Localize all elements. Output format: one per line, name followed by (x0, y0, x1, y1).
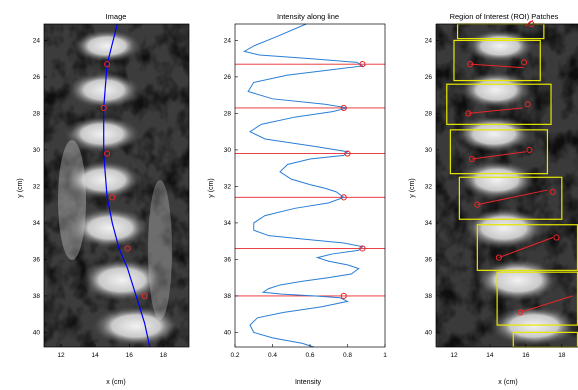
image-ytick-label: 30 (33, 147, 41, 154)
intensity-xtick-label: 0.8 (343, 352, 352, 359)
roi-marker (517, 309, 524, 316)
peak-marker (340, 194, 347, 201)
image-ytick-label: 40 (33, 330, 41, 337)
roi-ytick-label: 34 (425, 220, 433, 227)
intensity-axes: 24 26 28 30 32 34 36 38 40 0.2 0.4 0.6 0.8 1 (224, 38, 387, 359)
intensity-curve (243, 23, 364, 348)
roi-patch (449, 129, 549, 175)
image-ytick-label: 34 (33, 220, 41, 227)
vertebra-marker (124, 245, 131, 252)
intensity-title: Intensity along line (277, 12, 339, 21)
image-ylabel: y (cm) (17, 178, 24, 197)
roi-marker (520, 59, 528, 66)
roi-marker (474, 201, 481, 208)
image-ytick-label: 38 (33, 293, 41, 300)
roi-xlabel: x (cm) (498, 379, 517, 386)
roi-xtick-label: 12 (450, 352, 458, 359)
roi-ytick-label: 40 (425, 330, 433, 337)
roi-ytick-label: 38 (425, 293, 433, 300)
image-ytick-label: 26 (33, 74, 41, 81)
vertebra-marker (104, 150, 111, 157)
roi-spine-image (436, 24, 578, 347)
intensity-ytick-label: 34 (224, 220, 232, 227)
roi-marker (468, 155, 476, 163)
image-xtick-label: 14 (92, 352, 100, 359)
image-ytick-label: 28 (33, 111, 41, 118)
roi-ytick-label: 36 (425, 257, 433, 264)
vertebra-marker (141, 292, 148, 300)
roi-marker (465, 110, 472, 117)
roi-marker (495, 254, 503, 261)
intensity-ytick-label: 38 (224, 293, 232, 300)
image-xtick-label: 12 (57, 352, 65, 359)
image-xlabel: x (cm) (106, 379, 125, 386)
intensity-xtick-label: 0.4 (268, 352, 277, 359)
image-ytick-label: 36 (33, 257, 41, 264)
orientation-segment (520, 295, 573, 313)
roi-patch (458, 176, 563, 220)
intensity-plot-bg (235, 24, 385, 347)
roi-marker (553, 234, 560, 241)
image-ytick-label: 24 (33, 38, 41, 45)
roi-ytick-label: 32 (425, 184, 433, 191)
peak-marker (340, 104, 347, 112)
vertebra-marker (100, 104, 107, 112)
roi-marker (549, 188, 556, 195)
intensity-xlabel: Intensity (295, 379, 322, 386)
image-axes: 24 26 28 30 32 34 36 38 40 12 14 16 18 (33, 38, 168, 359)
image-xtick-label: 18 (160, 352, 168, 359)
spine-image (44, 24, 189, 347)
roi-ytick-label: 24 (425, 38, 433, 45)
roi-patch (453, 39, 541, 82)
image-xtick-label: 16 (126, 352, 134, 359)
roi-ytick-label: 28 (425, 111, 433, 118)
intensity-ytick-label: 24 (224, 38, 232, 45)
roi-xtick-label: 18 (558, 352, 566, 359)
intensity-ytick-label: 32 (224, 184, 232, 191)
peak-marker (359, 245, 366, 252)
intensity-ytick-label: 30 (224, 147, 232, 154)
intensity-ytick-label: 26 (224, 74, 232, 81)
intensity-ylabel: y (cm) (208, 178, 215, 197)
intensity-plot-area (235, 23, 385, 348)
roi-marker (524, 101, 531, 108)
image-ytick-label: 32 (33, 184, 41, 191)
roi-ytick-label: 26 (425, 74, 433, 81)
orientation-segment (477, 189, 548, 206)
roi-xtick-label: 16 (522, 352, 530, 359)
intensity-ytick-label: 28 (224, 111, 232, 118)
spine-centerline (103, 23, 151, 348)
roi-xtick-label: 14 (486, 352, 494, 359)
roi-marker (526, 146, 533, 154)
roi-ytick-label: 30 (425, 147, 433, 154)
roi-patch (446, 83, 552, 125)
roi-title: Region of Interest (ROI) Patches (450, 12, 559, 21)
intensity-xtick-label: 0.6 (305, 352, 314, 359)
roi-axes: 24 26 28 30 32 34 36 38 40 12 14 16 18 (425, 38, 566, 359)
roi-plot-area (446, 19, 578, 348)
intensity-ytick-label: 36 (224, 257, 232, 264)
intensity-xtick-label: 1 (383, 352, 387, 359)
vertebra-marker (104, 61, 111, 68)
orientation-segment (471, 151, 526, 160)
peak-marker (340, 292, 347, 300)
roi-ylabel: y (cm) (409, 178, 416, 197)
intensity-xtick-label: 0.2 (230, 352, 239, 359)
peak-marker (359, 61, 366, 68)
image-axes-frame (43, 23, 190, 348)
image-title: Image (106, 12, 127, 21)
intensity-ytick-label: 40 (224, 330, 232, 337)
image-plot-area (100, 23, 151, 348)
roi-marker (467, 61, 474, 68)
roi-panel: Region of Interest (ROI) Patches 24 26 28 3… (409, 12, 578, 386)
peak-marker (344, 150, 351, 157)
orientation-segment (470, 63, 525, 69)
orientation-segment (468, 107, 523, 114)
intensity-panel: Intensity along line 24 26 28 30 32 34 36 38 40 0… (208, 12, 387, 386)
orientation-segment (498, 237, 554, 259)
vertebra-marker (109, 194, 116, 201)
